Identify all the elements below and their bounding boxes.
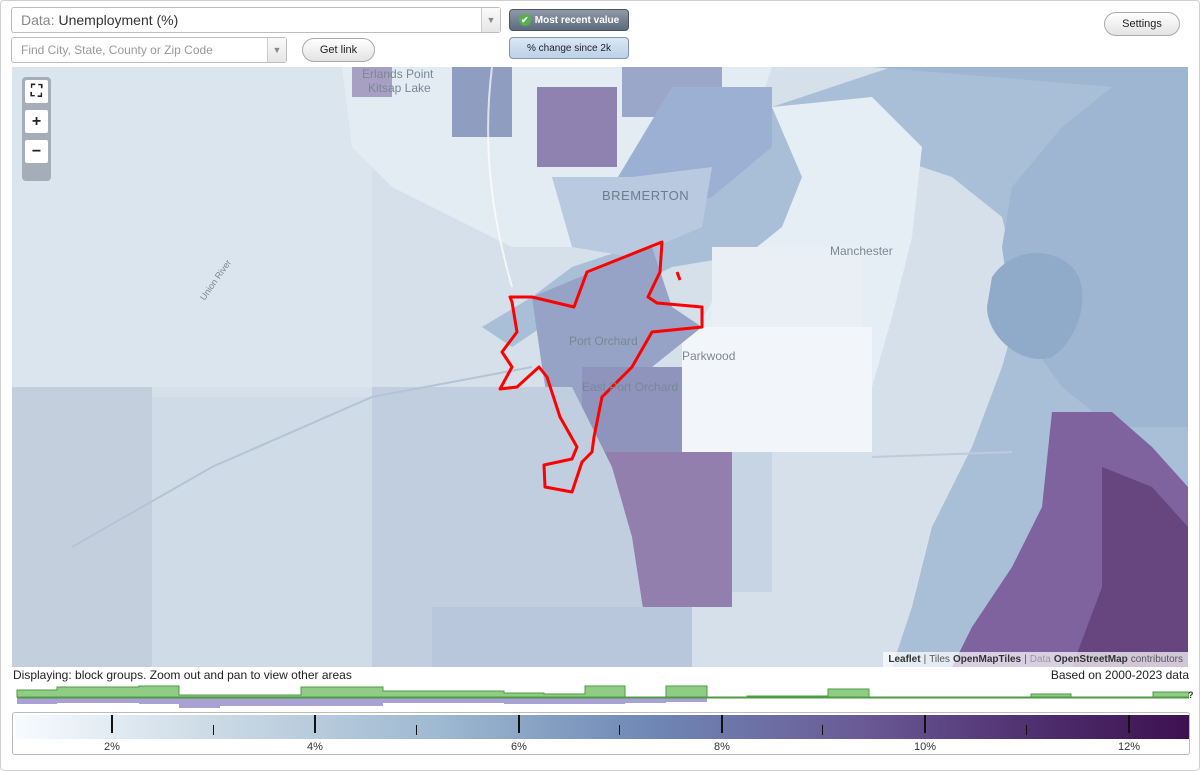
data-select[interactable]: Data: Unemployment (%) ▼ <box>11 7 501 33</box>
attrib-leaflet-link[interactable]: Leaflet <box>888 654 921 665</box>
attrib-tiles: Tiles <box>929 654 950 665</box>
data-range-note: Based on 2000-2023 data <box>1050 668 1189 682</box>
settings-button[interactable]: Settings <box>1104 12 1180 36</box>
map-canvas <box>12 67 1188 667</box>
label-erlands-point: Erlands Point <box>362 67 434 81</box>
checkmark-icon: ✔ <box>518 14 531 26</box>
legend-major-tick <box>518 715 520 733</box>
data-select-value: Unemployment (%) <box>58 12 179 28</box>
label-manchester: Manchester <box>830 244 893 258</box>
map-view[interactable]: Erlands Point Kitsap Lake BREMERTON Manc… <box>12 67 1188 667</box>
legend-gradient <box>15 715 1189 739</box>
legend-label: 6% <box>511 741 527 753</box>
legend-minor-tick <box>619 725 620 735</box>
attrib-omt-link[interactable]: OpenMapTiles <box>952 654 1022 665</box>
legend-major-tick <box>111 715 113 733</box>
label-kitsap-lake: Kitsap Lake <box>368 81 431 95</box>
zoom-in-button[interactable]: + <box>25 110 48 133</box>
most-recent-label: Most recent value <box>534 14 620 26</box>
map-attribution: Leaflet | Tiles OpenMapTiles | Data Open… <box>883 652 1188 667</box>
boundary-outline <box>498 240 704 494</box>
label-port-orchard: Port Orchard <box>569 334 638 348</box>
legend-label: 2% <box>104 741 120 753</box>
get-link-button[interactable]: Get link <box>302 38 375 62</box>
legend-major-tick <box>314 715 316 733</box>
most-recent-toggle[interactable]: ✔ Most recent value <box>509 9 629 31</box>
legend-minor-tick <box>1026 725 1027 735</box>
legend-major-tick <box>1128 715 1130 733</box>
legend-label: 12% <box>1117 741 1141 753</box>
legend-major-tick <box>721 715 723 733</box>
data-select-prefix: Data: <box>21 12 55 28</box>
search-input[interactable] <box>12 38 262 62</box>
location-search[interactable]: ▼ <box>11 37 287 63</box>
legend-label: 10% <box>913 741 937 753</box>
legend-minor-tick <box>213 725 214 735</box>
legend-label: 8% <box>714 741 730 753</box>
attrib-data: Data <box>1029 654 1051 665</box>
pct-change-toggle[interactable]: % change since 2k <box>509 37 629 59</box>
legend-major-tick <box>924 715 926 733</box>
legend-minor-tick <box>822 725 823 735</box>
legend-minor-tick <box>416 725 417 735</box>
histogram-help-icon[interactable]: ? <box>1188 690 1194 700</box>
color-legend: 2% 4% 6% 8% 10% 12% <box>12 712 1190 755</box>
attrib-sep: | <box>1024 654 1027 665</box>
label-parkwood: Parkwood <box>682 349 736 363</box>
chevron-down-icon[interactable]: ▼ <box>267 38 286 62</box>
attrib-osm-link[interactable]: OpenStreetMap <box>1053 654 1128 665</box>
attrib-sep: | <box>923 654 927 665</box>
chevron-down-icon[interactable]: ▼ <box>481 8 500 32</box>
attrib-contributors: contributors <box>1130 654 1183 665</box>
legend-label: 4% <box>307 741 323 753</box>
zoom-out-button[interactable]: − <box>25 140 48 163</box>
displaying-note: Displaying: block groups. Zoom out and p… <box>13 668 352 682</box>
label-bremerton: BREMERTON <box>602 188 690 203</box>
label-east-port-orchard: East Port Orchard <box>582 380 679 394</box>
distribution-histogram <box>16 685 1189 708</box>
fullscreen-icon[interactable]: ⛶ <box>25 80 48 103</box>
zoom-controls: ⛶ + − <box>22 77 51 181</box>
